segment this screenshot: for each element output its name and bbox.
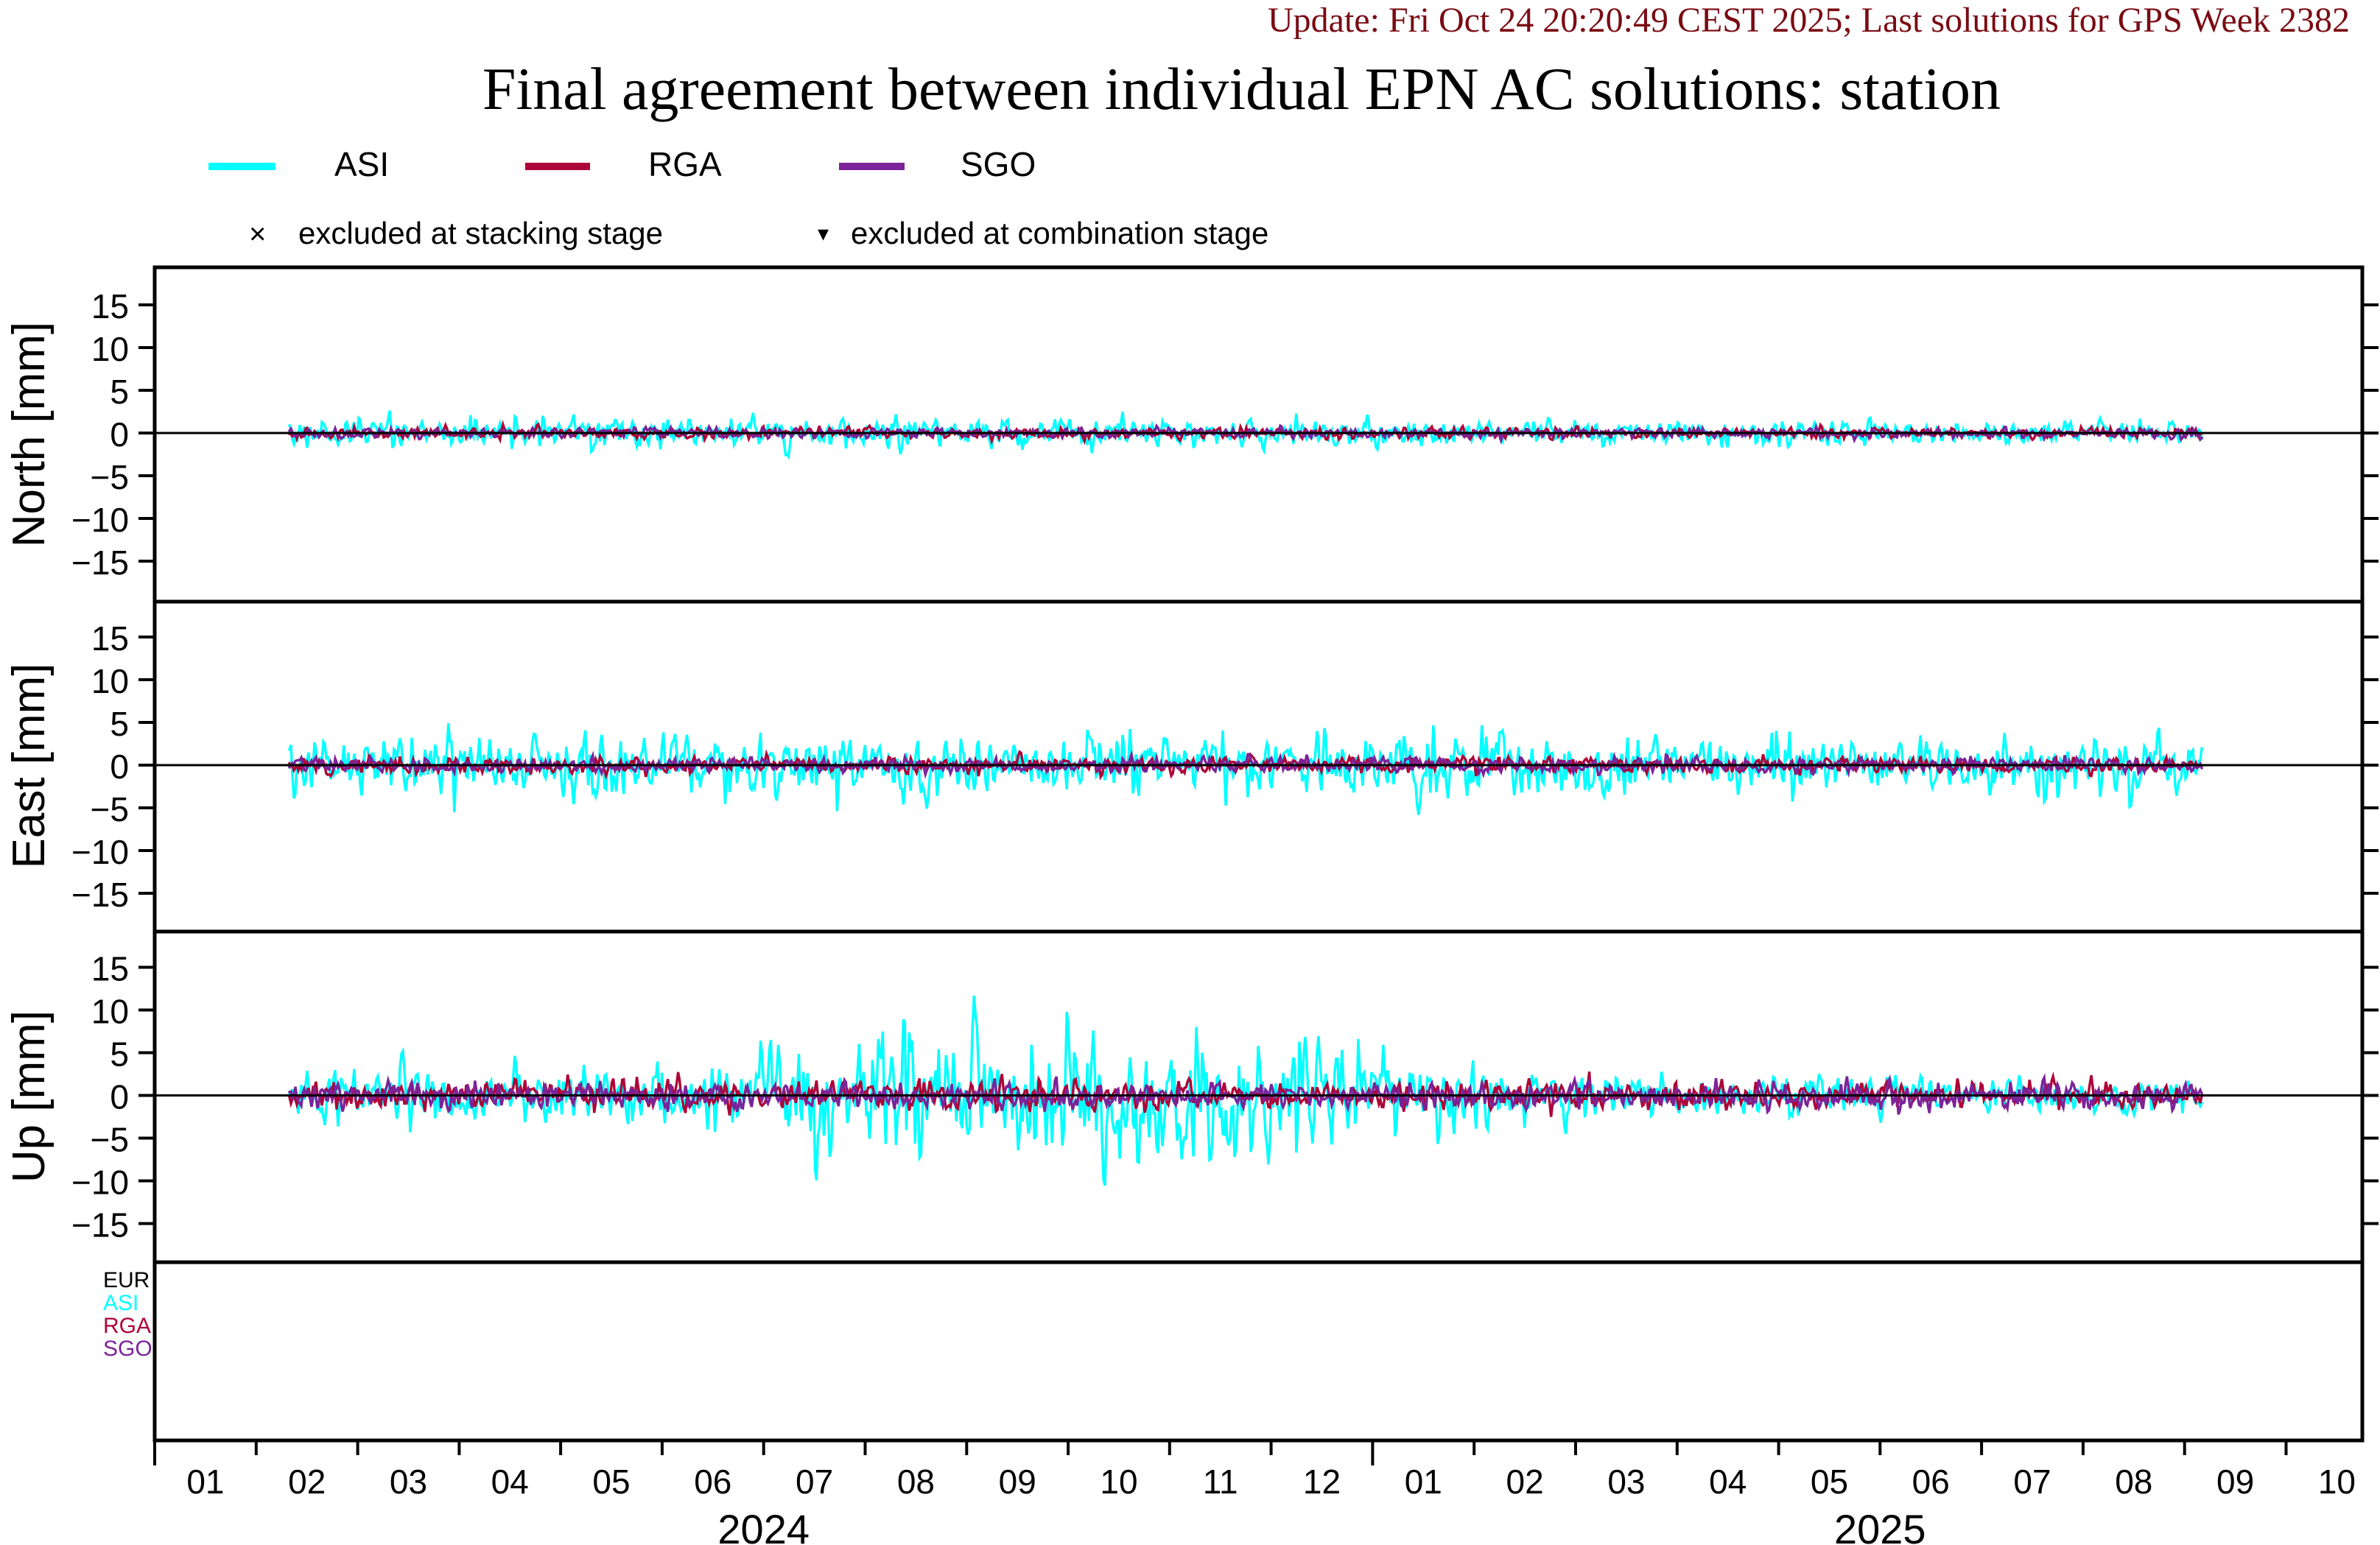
svg-text:10: 10 (2318, 1463, 2356, 1501)
svg-text:RGA: RGA (103, 1314, 151, 1338)
svg-text:05: 05 (592, 1463, 630, 1501)
svg-text:01: 01 (186, 1463, 224, 1501)
svg-text:−15: −15 (71, 1206, 129, 1245)
svg-text:−10: −10 (71, 833, 129, 871)
svg-text:02: 02 (1506, 1463, 1544, 1501)
svg-text:0: 0 (110, 415, 129, 454)
svg-text:2024: 2024 (717, 1506, 810, 1545)
svg-text:04: 04 (1709, 1463, 1747, 1501)
svg-text:−5: −5 (91, 1121, 129, 1159)
svg-text:−15: −15 (71, 543, 129, 582)
svg-text:08: 08 (2115, 1463, 2152, 1501)
svg-text:04: 04 (491, 1463, 529, 1501)
svg-text:05: 05 (1811, 1463, 1848, 1501)
svg-text:5: 5 (110, 705, 129, 743)
svg-text:12: 12 (1303, 1463, 1341, 1501)
svg-text:−10: −10 (71, 1164, 129, 1202)
svg-text:5: 5 (110, 1035, 129, 1074)
svg-text:01: 01 (1405, 1463, 1442, 1501)
svg-text:09: 09 (999, 1463, 1036, 1501)
svg-text:2025: 2025 (1834, 1506, 1926, 1545)
svg-text:10: 10 (91, 330, 129, 368)
svg-text:06: 06 (694, 1463, 731, 1501)
svg-text:15: 15 (91, 287, 129, 325)
svg-text:07: 07 (796, 1463, 833, 1501)
svg-text:02: 02 (288, 1463, 326, 1501)
svg-text:−5: −5 (91, 458, 129, 496)
svg-text:06: 06 (1912, 1463, 1950, 1501)
svg-text:East [mm]: East [mm] (4, 663, 55, 868)
svg-text:03: 03 (390, 1463, 427, 1501)
svg-text:10: 10 (91, 993, 129, 1031)
svg-text:5: 5 (110, 373, 129, 411)
svg-text:10: 10 (1100, 1463, 1137, 1501)
svg-text:−10: −10 (71, 501, 129, 539)
svg-text:11: 11 (1203, 1463, 1238, 1501)
svg-text:03: 03 (1607, 1463, 1645, 1501)
svg-text:ASI: ASI (103, 1291, 138, 1315)
svg-text:SGO: SGO (103, 1337, 152, 1361)
svg-text:North [mm]: North [mm] (4, 322, 55, 548)
svg-text:08: 08 (897, 1463, 935, 1501)
svg-text:09: 09 (2216, 1463, 2254, 1501)
svg-text:−15: −15 (71, 876, 129, 914)
svg-text:−5: −5 (91, 790, 129, 828)
svg-text:EUR: EUR (103, 1268, 150, 1292)
svg-text:Up [mm]: Up [mm] (4, 1010, 55, 1183)
svg-text:10: 10 (91, 662, 129, 700)
svg-text:0: 0 (110, 747, 129, 786)
svg-text:15: 15 (91, 950, 129, 988)
svg-text:07: 07 (2013, 1463, 2051, 1501)
svg-text:15: 15 (91, 619, 129, 658)
svg-text:0: 0 (110, 1078, 129, 1116)
